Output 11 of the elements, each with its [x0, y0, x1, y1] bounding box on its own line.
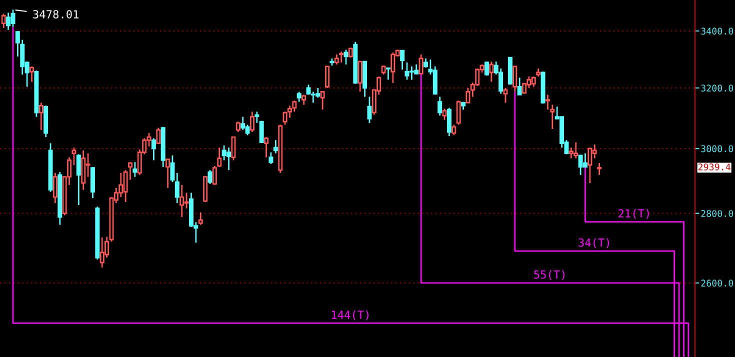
- text: 2939.4: [698, 163, 730, 170]
- annotation: 3478.01: [33, 10, 79, 18]
- y-tick-label: 2600.0: [701, 280, 734, 287]
- y-tick-label: 3000.0: [701, 145, 734, 152]
- series-label: 21(T): [618, 208, 649, 219]
- series-label: 144(T): [332, 310, 368, 320]
- y-tick-label: 2800.0: [701, 210, 734, 218]
- y-tick-label: 3400.0: [701, 28, 734, 35]
- series-label: 55(T): [534, 270, 564, 280]
- series-label: 34(T): [578, 238, 610, 248]
- y-tick-label: 3200.0: [701, 84, 734, 92]
